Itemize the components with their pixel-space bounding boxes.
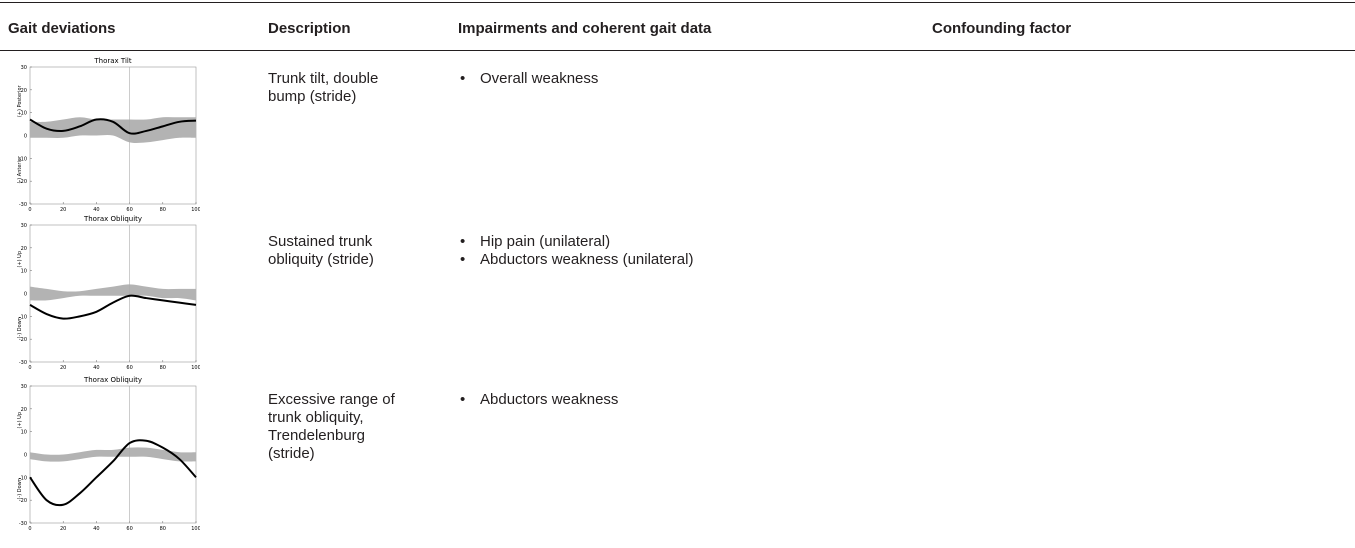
y-label: (-) Down [17,317,23,338]
y-tick-label: -30 [19,360,27,366]
y-tick-label: -10 [19,475,27,481]
y-label: (+) Posterior [17,84,23,117]
y-tick-label: 0 [24,134,27,140]
curve [29,439,197,507]
impairment: Overall weakness [458,70,598,88]
top-rule [0,2,1355,3]
impairment: Abductors weakness (unilateral) [458,251,693,269]
y-tick-label: -30 [19,202,27,208]
y-tick-label: 20 [21,88,27,94]
x-tick-label: 0 [28,526,31,531]
y-tick-label: 30 [21,223,27,229]
table-row: Thorax Obliquity 30 20 10 0 -10 -20 -30 0 20 40 60 8… [0,373,1355,548]
header-rule [0,50,1355,51]
y-tick-label: 10 [21,269,27,275]
x-tick-label: 20 [60,526,66,531]
header: Description [268,20,351,37]
normal-band [30,447,196,462]
x-tick-label: 20 [60,365,66,370]
y-tick-label: 20 [21,246,27,252]
table-row: Thorax Tilt 30 20 10 0 -10 -20 -30 0 20 40 60 80 100(… [0,54,1355,212]
x-tick-label: 100 [191,526,200,531]
x-tick-label: 40 [93,207,99,212]
y-tick-label: 30 [21,384,27,390]
y-tick-label: -20 [19,179,27,185]
table-row: Thorax Obliquity 30 20 10 0 -10 -20 -30 0 20 40 60 8… [0,212,1355,373]
y-label: (-) Anterior [17,155,23,183]
x-tick-label: 60 [126,207,132,212]
y-tick-label: 0 [24,292,27,298]
header: Impairments and coherent gait data [458,20,712,37]
x-tick-label: 100 [191,207,200,212]
chart-title: Thorax Obliquity [83,215,142,223]
description: Excessive range of trunk obliquity, Tren… [268,391,395,462]
x-tick-label: 60 [126,365,132,370]
header: Confounding factor [932,20,1072,37]
header: Gait deviations [8,20,116,37]
y-tick-label: -20 [19,337,27,343]
y-tick-label: 20 [21,407,27,413]
x-tick-label: 20 [60,207,66,212]
chart-title: Thorax Tilt [93,57,131,65]
impairment: Abductors weakness [458,391,618,409]
y-tick-label: -30 [19,521,27,527]
y-label: (+) Up [17,251,23,268]
impairments: Abductors weakness [458,391,618,409]
y-label: (+) Up [17,412,23,429]
impairment: Hip pain (unilateral) [458,233,693,251]
chart-title: Thorax Obliquity [83,376,142,384]
description: Sustained trunk obliquity (stride) [268,233,374,268]
normal-band [30,117,196,143]
impairments: Overall weakness [458,70,598,88]
curve [29,294,197,320]
normal-band [30,284,196,301]
x-tick-label: 100 [191,365,200,370]
x-tick-label: 60 [126,526,132,531]
y-tick-label: 0 [24,453,27,459]
curve [29,118,197,135]
y-tick-label: -10 [19,156,27,162]
y-tick-label: -10 [19,314,27,320]
x-tick-label: 80 [160,365,166,370]
y-tick-label: -20 [19,498,27,504]
description: Trunk tilt, double bump (stride) [268,70,379,105]
x-tick-label: 40 [93,526,99,531]
y-tick-label: 30 [21,65,27,71]
x-tick-label: 80 [160,207,166,212]
x-tick-label: 0 [28,365,31,370]
impairments: Hip pain (unilateral)Abductors weakness … [458,233,693,269]
y-tick-label: 10 [21,430,27,436]
x-tick-label: 0 [28,207,31,212]
y-tick-label: 10 [21,111,27,117]
x-tick-label: 80 [160,526,166,531]
x-tick-label: 40 [93,365,99,370]
y-label: (-) Down [17,478,23,499]
